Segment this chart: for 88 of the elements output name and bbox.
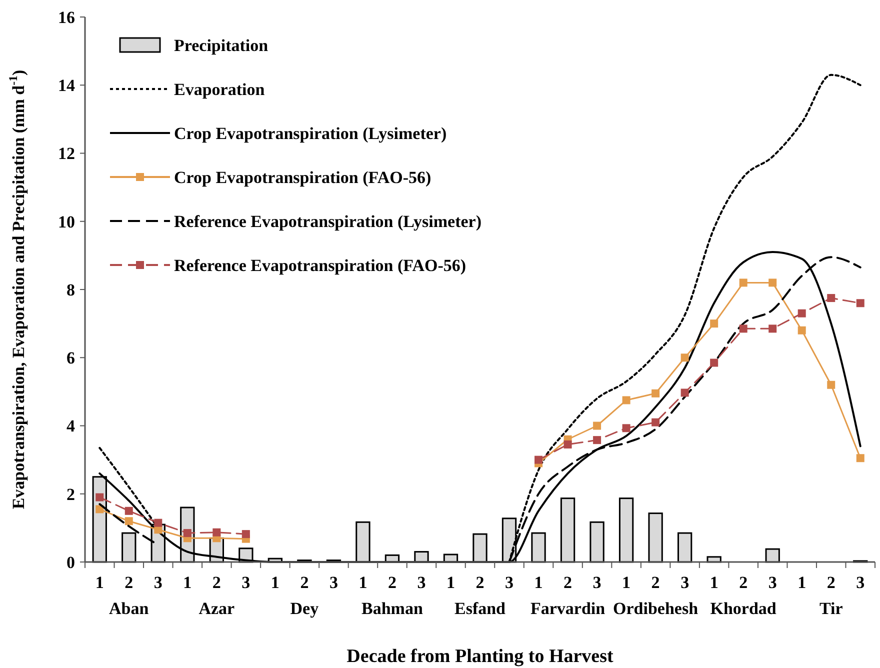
- x-tick-label: 3: [242, 573, 250, 592]
- point: [680, 354, 689, 362]
- text: Tir: [819, 599, 844, 618]
- point: [124, 506, 133, 515]
- legend-label: Crop Evapotranspiration (Lysimeter): [174, 124, 447, 143]
- point: [680, 388, 689, 397]
- bar: [531, 532, 546, 563]
- point: [96, 493, 104, 502]
- x-tick-label: 1: [270, 573, 280, 592]
- y-tick-label: 10: [58, 212, 75, 232]
- point: [710, 358, 718, 367]
- point: [768, 324, 777, 333]
- point: [564, 440, 572, 448]
- point: [534, 456, 543, 464]
- point: [739, 278, 748, 287]
- point: [124, 517, 133, 526]
- x-axis-title: Decade from Planting to Harvest: [346, 646, 614, 667]
- point: [827, 294, 836, 302]
- y-tick-label: 14: [58, 76, 76, 96]
- y-tick-label: 6: [66, 348, 75, 368]
- x-tick-label: 1: [358, 573, 368, 592]
- y-tick-label: 0: [66, 552, 75, 572]
- y-tick-label: 12: [58, 144, 75, 164]
- x-tick-label: 1: [446, 573, 455, 592]
- text: Khordad: [710, 599, 777, 618]
- point: [622, 396, 630, 404]
- legend-label: Reference Evapotranspiration (FAO-56): [174, 256, 466, 275]
- x-tick-label: 2: [651, 573, 660, 592]
- x-tick-label: 2: [388, 573, 396, 592]
- y-tick-label: 4: [66, 416, 76, 436]
- x-tick-label: 1: [534, 573, 543, 592]
- x-tick-label: 3: [154, 573, 162, 592]
- bar: [677, 532, 692, 563]
- text: Esfand: [454, 599, 506, 618]
- text: Dey: [290, 599, 320, 618]
- legend-label: Crop Evapotranspiration (FAO-56): [174, 168, 432, 187]
- point: [622, 424, 630, 432]
- bar: [765, 548, 780, 563]
- legend-label: Precipitation: [174, 36, 269, 55]
- text: Farvardin: [530, 599, 606, 618]
- point: [242, 530, 250, 538]
- text: Ordibehesh: [613, 599, 699, 618]
- text: Aban: [109, 599, 150, 618]
- point: [593, 422, 602, 430]
- text: Azar: [198, 599, 236, 618]
- x-tick-label: 3: [856, 573, 865, 592]
- x-tick-label: 3: [329, 573, 338, 592]
- point: [652, 418, 660, 426]
- x-tick-label: 2: [739, 573, 748, 592]
- point: [212, 528, 221, 536]
- y-tick-label: 16: [58, 8, 75, 27]
- point: [827, 380, 836, 389]
- text: Bahman: [362, 599, 424, 618]
- x-tick-label: 1: [183, 573, 192, 592]
- point: [798, 309, 806, 318]
- x-tick-label: 2: [300, 573, 309, 592]
- point: [856, 299, 864, 308]
- x-tick-label: 1: [95, 573, 104, 592]
- y-tick-label: 8: [66, 280, 75, 300]
- bar: [648, 512, 663, 563]
- point: [652, 389, 660, 398]
- x-tick-label: 2: [124, 573, 134, 592]
- x-tick-label: 1: [622, 573, 631, 592]
- bar: [590, 521, 604, 563]
- x-tick-label: 3: [505, 573, 514, 592]
- point: [798, 326, 806, 334]
- x-tick-label: 1: [710, 573, 718, 592]
- x-tick-label: 3: [680, 573, 690, 592]
- x-tick-label: 2: [476, 573, 484, 592]
- legend-label: Evaporation: [174, 80, 266, 99]
- point: [154, 518, 162, 527]
- bar: [560, 498, 576, 563]
- x-tick-label: 1: [798, 573, 806, 592]
- point: [739, 324, 748, 333]
- x-tick-label: 3: [768, 573, 777, 592]
- x-tick-label: 3: [592, 573, 602, 592]
- point: [710, 320, 718, 328]
- x-tick-label: 2: [564, 573, 572, 592]
- legend-label: Reference Evapotranspiration (Lysimeter): [174, 212, 482, 231]
- point: [856, 454, 864, 462]
- point: [183, 529, 192, 538]
- x-tick-label: 3: [417, 573, 426, 592]
- x-tick-label: 2: [826, 573, 836, 592]
- bar: [618, 498, 634, 563]
- x-tick-label: 2: [212, 573, 221, 592]
- y-tick-label: 2: [66, 484, 75, 504]
- point: [768, 278, 777, 287]
- point: [593, 436, 602, 444]
